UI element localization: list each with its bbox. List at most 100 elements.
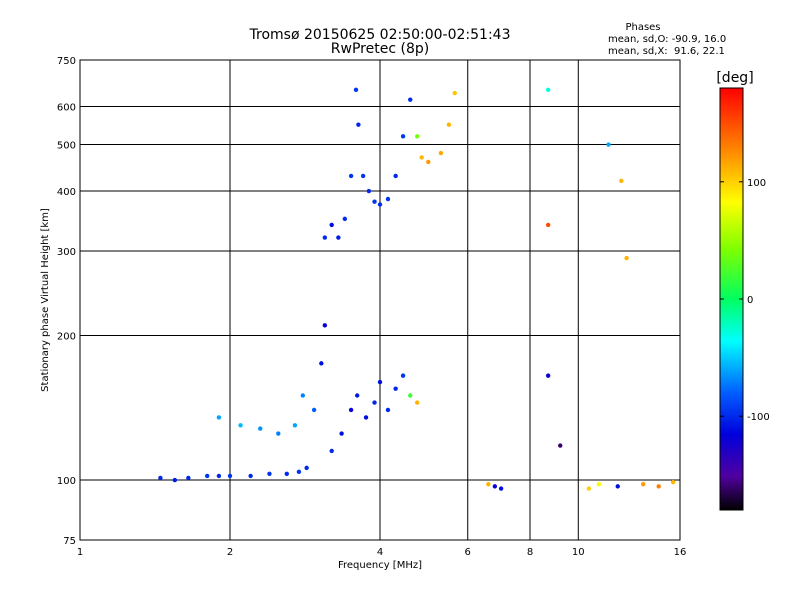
data-point — [292, 423, 298, 428]
x-tick-label: 4 — [377, 547, 383, 558]
data-point — [385, 407, 391, 413]
y-tick-label: 600 — [57, 103, 76, 114]
grid-lines — [79, 59, 681, 541]
data-point — [414, 400, 420, 405]
data-point — [360, 173, 366, 179]
data-point — [586, 486, 592, 491]
data-point — [339, 431, 344, 436]
data-point — [204, 473, 210, 479]
data-point — [393, 386, 398, 391]
y-tick-label: 750 — [57, 56, 76, 67]
x-axis: 1 2 4 6 8 10 16 — [77, 547, 687, 558]
data-point — [227, 473, 233, 479]
data-point — [615, 484, 620, 489]
data-point — [258, 426, 263, 431]
data-point — [558, 443, 563, 448]
stats-header: Phases — [625, 22, 660, 33]
data-point — [353, 87, 359, 93]
data-point — [372, 199, 377, 204]
y-axis-label: Stationary phase Virtual Height [km] — [40, 208, 51, 392]
data-point — [492, 484, 498, 489]
data-point — [377, 202, 383, 207]
data-point — [329, 222, 334, 228]
colorbar-label: [deg] — [716, 70, 753, 86]
data-point — [545, 373, 551, 378]
data-point — [172, 477, 178, 483]
y-tick-label: 75 — [63, 536, 76, 547]
data-point — [486, 482, 491, 487]
data-point — [372, 400, 377, 405]
y-tick-label: 500 — [57, 141, 76, 152]
data-point — [438, 150, 444, 156]
data-point — [363, 415, 369, 420]
data-point — [656, 484, 661, 489]
data-point — [385, 196, 391, 202]
data-points — [158, 87, 676, 491]
data-point — [419, 155, 424, 160]
x-tick-label: 8 — [527, 547, 533, 558]
data-point — [311, 407, 317, 413]
colorbar-tick-label: -100 — [747, 412, 770, 423]
data-point — [186, 475, 191, 481]
data-point — [216, 473, 222, 479]
data-point — [238, 423, 243, 428]
data-point — [296, 469, 302, 475]
data-point — [408, 97, 413, 102]
colorbar-tick-label: 100 — [747, 178, 766, 189]
data-point — [400, 134, 406, 139]
data-point — [641, 482, 646, 487]
data-point — [356, 122, 361, 127]
x-tick-label: 1 — [77, 547, 83, 558]
data-point — [348, 173, 354, 179]
y-tick-label: 100 — [57, 476, 76, 487]
data-point — [606, 142, 611, 147]
chart-title: Tromsø 20150625 02:50:00-02:51:43 — [249, 27, 511, 43]
colorbar-tick-label: 0 — [747, 295, 753, 306]
x-tick-label: 10 — [572, 547, 585, 558]
y-axis: 75 100 200 300 400 500 600 750 — [57, 56, 76, 547]
data-point — [322, 235, 328, 240]
data-point — [498, 486, 504, 491]
data-point — [336, 235, 341, 240]
stats-o-line: mean, sd,O: -90.9, 16.0 — [608, 34, 726, 45]
data-point — [342, 216, 348, 222]
data-point — [366, 188, 372, 194]
data-point — [284, 471, 289, 477]
data-point — [300, 393, 306, 398]
data-point — [248, 473, 253, 479]
y-tick-label: 300 — [57, 247, 76, 258]
data-point — [348, 407, 354, 413]
x-tick-label: 2 — [227, 547, 233, 558]
data-point — [545, 222, 551, 228]
chart-subtitle: RwPretec (8p) — [331, 41, 429, 57]
data-point — [446, 122, 452, 127]
data-point — [400, 373, 406, 378]
x-axis-label: Frequency [MHz] — [338, 560, 422, 571]
data-point — [322, 323, 328, 328]
data-point — [414, 134, 420, 139]
data-point — [216, 415, 222, 420]
data-point — [377, 379, 383, 385]
y-tick-label: 400 — [57, 187, 76, 198]
data-point — [276, 431, 281, 436]
stats-x-line: mean, sd,X: 91.6, 22.1 — [608, 46, 725, 57]
colorbar-ticks: 100 0 -100 — [720, 178, 770, 423]
data-point — [624, 255, 629, 261]
data-point — [545, 87, 551, 93]
data-point — [408, 393, 413, 398]
data-point — [319, 361, 324, 366]
data-point — [329, 448, 334, 454]
data-point — [619, 178, 624, 184]
data-point — [426, 159, 431, 165]
data-point — [304, 465, 309, 471]
data-point — [596, 482, 602, 487]
data-point — [158, 475, 163, 481]
data-point — [452, 90, 457, 96]
data-point — [354, 393, 360, 398]
x-tick-label: 6 — [465, 547, 471, 558]
data-point — [393, 173, 398, 179]
data-point — [670, 479, 676, 485]
data-point — [267, 471, 272, 477]
x-tick-label: 16 — [674, 547, 687, 558]
